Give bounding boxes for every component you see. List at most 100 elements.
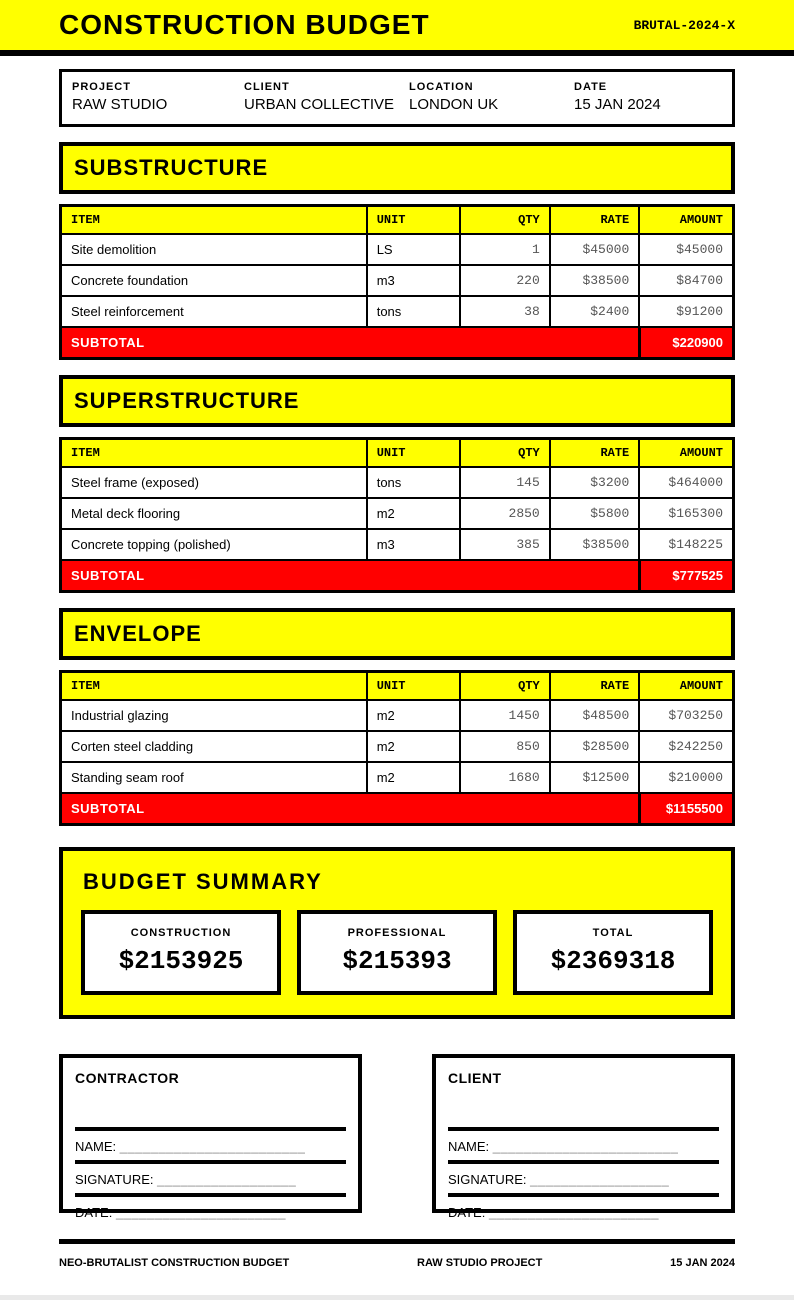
summary-card-amount: $215393 xyxy=(342,946,452,976)
document-reference-code: BRUTAL-2024-X xyxy=(633,17,735,33)
column-header-item: ITEM xyxy=(59,670,368,701)
signature-name-row: NAME: ________________________ xyxy=(448,1127,719,1160)
document-footer: NEO-BRUTALIST CONSTRUCTION BUDGET RAW ST… xyxy=(59,1239,735,1269)
summary-card-amount: $2369318 xyxy=(550,946,676,976)
cell-rate: $12500 xyxy=(548,761,641,794)
cell-amount: $84700 xyxy=(638,264,735,297)
info-label: CLIENT xyxy=(244,81,290,93)
cell-rate: $38500 xyxy=(548,264,641,297)
column-header-item: ITEM xyxy=(59,204,368,235)
cell-item: Steel reinforcement xyxy=(59,295,368,328)
cell-amount: $165300 xyxy=(638,497,735,530)
signature-signature-row: SIGNATURE: __________________ xyxy=(75,1160,346,1193)
cell-item: Concrete foundation xyxy=(59,264,368,297)
column-header-unit: UNIT xyxy=(365,437,462,468)
signature-spacer xyxy=(75,1086,346,1127)
cell-qty: 850 xyxy=(459,730,551,763)
signature-box-contractor: CONTRACTOR NAME: _______________________… xyxy=(59,1054,362,1220)
cell-rate: $38500 xyxy=(548,528,641,561)
cell-rate: $3200 xyxy=(548,466,641,499)
table-row: Corten steel cladding m2 850 $28500 $242… xyxy=(59,730,735,763)
info-value: RAW STUDIO xyxy=(72,96,168,113)
cell-qty: 38 xyxy=(459,295,551,328)
summary-card-professional: PROFESSIONAL $215393 xyxy=(297,910,497,995)
signature-box-client: CLIENT NAME: ________________________ SI… xyxy=(432,1054,735,1220)
signature-date-row: DATE: ______________________ xyxy=(448,1193,719,1226)
column-header-qty: QTY xyxy=(459,204,551,235)
table-header-row: ITEM UNIT QTY RATE AMOUNT xyxy=(59,204,735,235)
cell-qty: 385 xyxy=(459,528,551,561)
cell-unit: tons xyxy=(365,466,462,499)
budget-summary-box: BUDGET SUMMARY CONSTRUCTION $2153925 PRO… xyxy=(59,847,735,1019)
info-field-location: LOCATION LONDON UK xyxy=(409,81,574,113)
table-row: Concrete foundation m3 220 $38500 $84700 xyxy=(59,264,735,297)
subtotal-row: SUBTOTAL $1155500 xyxy=(59,792,735,826)
subtotal-label: SUBTOTAL xyxy=(59,792,641,826)
cell-unit: tons xyxy=(365,295,462,328)
cell-item: Concrete topping (polished) xyxy=(59,528,368,561)
table-row: Site demolition LS 1 $45000 $45000 xyxy=(59,233,735,266)
signature-row-label: SIGNATURE: xyxy=(75,1172,154,1187)
signature-signature-row: SIGNATURE: __________________ xyxy=(448,1160,719,1193)
column-header-amount: AMOUNT xyxy=(638,437,735,468)
section-title: SUPERSTRUCTURE xyxy=(59,375,735,427)
cell-item: Steel frame (exposed) xyxy=(59,466,368,499)
subtotal-label: SUBTOTAL xyxy=(59,326,641,360)
substructure-table: ITEM UNIT QTY RATE AMOUNT Site demolitio… xyxy=(59,204,735,360)
cell-qty: 1 xyxy=(459,233,551,266)
cell-qty: 2850 xyxy=(459,497,551,530)
cell-rate: $5800 xyxy=(548,497,641,530)
superstructure-table: ITEM UNIT QTY RATE AMOUNT Steel frame (e… xyxy=(59,437,735,593)
signature-name-row: NAME: ________________________ xyxy=(75,1127,346,1160)
column-header-amount: AMOUNT xyxy=(638,670,735,701)
cell-item: Site demolition xyxy=(59,233,368,266)
cell-unit: LS xyxy=(365,233,462,266)
cell-qty: 1450 xyxy=(459,699,551,732)
section-envelope: ENVELOPE ITEM UNIT QTY RATE AMOUNT Indus… xyxy=(0,608,794,826)
signature-spacer xyxy=(448,1086,719,1127)
cell-item: Standing seam roof xyxy=(59,761,368,794)
cell-unit: m2 xyxy=(365,761,462,794)
cell-amount: $464000 xyxy=(638,466,735,499)
signature-fill-line: __________________ xyxy=(530,1172,670,1187)
cell-amount: $703250 xyxy=(638,699,735,732)
cell-amount: $210000 xyxy=(638,761,735,794)
cell-item: Corten steel cladding xyxy=(59,730,368,763)
summary-card-amount: $2153925 xyxy=(118,946,244,976)
column-header-unit: UNIT xyxy=(365,204,462,235)
column-header-amount: AMOUNT xyxy=(638,204,735,235)
info-value: 15 JAN 2024 xyxy=(574,96,661,113)
header-divider-rule xyxy=(0,50,794,56)
table-row: Industrial glazing m2 1450 $48500 $70325… xyxy=(59,699,735,732)
cell-unit: m2 xyxy=(365,699,462,732)
cell-rate: $48500 xyxy=(548,699,641,732)
info-value: URBAN COLLECTIVE xyxy=(244,96,395,113)
column-header-rate: RATE xyxy=(548,670,641,701)
column-header-rate: RATE xyxy=(548,204,641,235)
footer-left-text: NEO-BRUTALIST CONSTRUCTION BUDGET xyxy=(59,1257,290,1269)
summary-cards: CONSTRUCTION $2153925 PROFESSIONAL $2153… xyxy=(81,910,713,995)
footer-divider-rule xyxy=(59,1239,735,1244)
column-header-unit: UNIT xyxy=(365,670,462,701)
table-row: Concrete topping (polished) m3 385 $3850… xyxy=(59,528,735,561)
envelope-table: ITEM UNIT QTY RATE AMOUNT Industrial gla… xyxy=(59,670,735,826)
summary-card-construction: CONSTRUCTION $2153925 xyxy=(81,910,281,995)
signature-fill-line: __________________ xyxy=(157,1172,297,1187)
cell-amount: $91200 xyxy=(638,295,735,328)
cell-unit: m2 xyxy=(365,730,462,763)
signature-date-row: DATE: ______________________ xyxy=(75,1193,346,1226)
info-label: PROJECT xyxy=(72,81,131,93)
cell-amount: $148225 xyxy=(638,528,735,561)
document-title: CONSTRUCTION BUDGET xyxy=(59,9,430,40)
cell-rate: $45000 xyxy=(548,233,641,266)
cell-rate: $2400 xyxy=(548,295,641,328)
cell-qty: 1680 xyxy=(459,761,551,794)
summary-card-label: TOTAL xyxy=(592,927,634,939)
table-row: Standing seam roof m2 1680 $12500 $21000… xyxy=(59,761,735,794)
info-value: LONDON UK xyxy=(409,96,499,113)
table-header-row: ITEM UNIT QTY RATE AMOUNT xyxy=(59,670,735,701)
footer-text-row: NEO-BRUTALIST CONSTRUCTION BUDGET RAW ST… xyxy=(59,1257,735,1269)
signature-fill-line: ________________________ xyxy=(119,1139,306,1154)
cell-amount: $45000 xyxy=(638,233,735,266)
info-field-project: PROJECT RAW STUDIO xyxy=(72,81,244,113)
